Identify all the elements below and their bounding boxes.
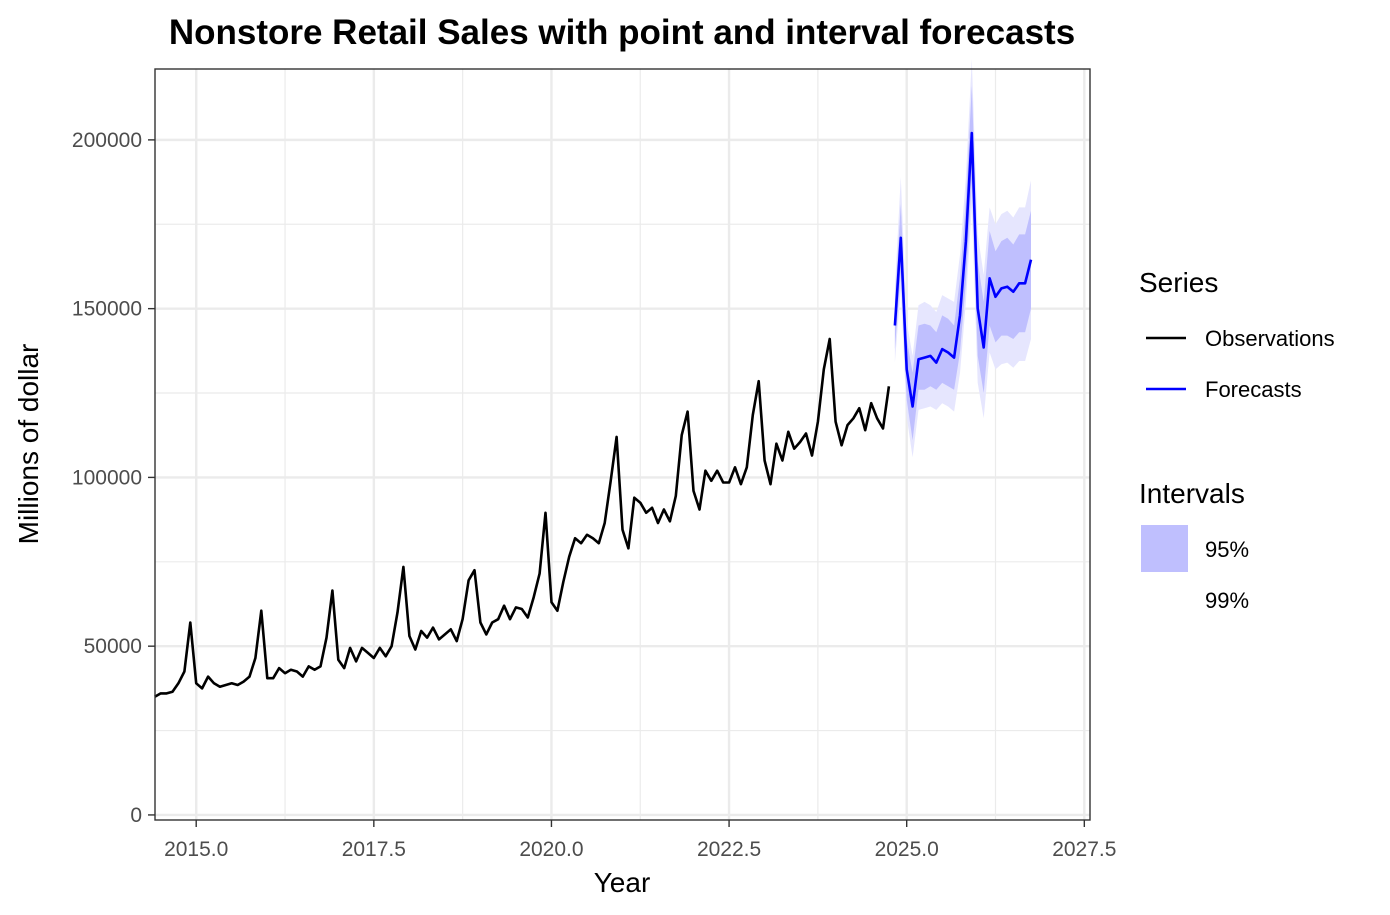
- y-tick-label: 50000: [84, 635, 142, 658]
- x-tick-label: 2015.0: [164, 838, 228, 861]
- y-tick-label: 150000: [72, 298, 142, 321]
- plot-panel: [155, 69, 1090, 820]
- chart-title: Nonstore Retail Sales with point and int…: [169, 13, 1075, 52]
- legend-label-99: 99%: [1205, 588, 1249, 613]
- legend-key-99: [1141, 576, 1188, 623]
- legend-label-forecasts: Forecasts: [1205, 377, 1302, 402]
- x-tick-label: 2020.0: [519, 838, 583, 861]
- y-tick-label: 200000: [72, 129, 142, 152]
- series-line-observations: [154, 337, 891, 698]
- x-tick-label: 2022.5: [697, 838, 761, 861]
- y-tick-label: 100000: [72, 466, 142, 489]
- legend-label-95: 95%: [1205, 537, 1249, 562]
- grid-minor: [155, 69, 1090, 820]
- grid-major: [155, 69, 1090, 820]
- y-tick-label: 0: [130, 804, 142, 827]
- x-axis: 2015.0 2017.5 2020.0 2022.5 2025.0 2027.5: [164, 820, 1116, 861]
- x-tick-label: 2025.0: [875, 838, 939, 861]
- legend-intervals-title: Intervals: [1139, 478, 1245, 509]
- plot-border: [154, 68, 1091, 821]
- legend-label-observations: Observations: [1205, 326, 1335, 351]
- legend-series-title: Series: [1139, 267, 1218, 298]
- series-line-forecasts: [893, 131, 1033, 408]
- series-lines: [154, 131, 1033, 698]
- y-axis: 0 50000 100000 150000 200000: [72, 129, 155, 827]
- legend: Series Observations Forecasts Intervals …: [1139, 267, 1335, 623]
- x-tick-label: 2027.5: [1052, 838, 1116, 861]
- legend-key-95: [1141, 525, 1188, 572]
- y-axis-title: Millions of dollar: [13, 344, 44, 545]
- x-axis-title: Year: [594, 867, 651, 898]
- x-tick-label: 2017.5: [342, 838, 406, 861]
